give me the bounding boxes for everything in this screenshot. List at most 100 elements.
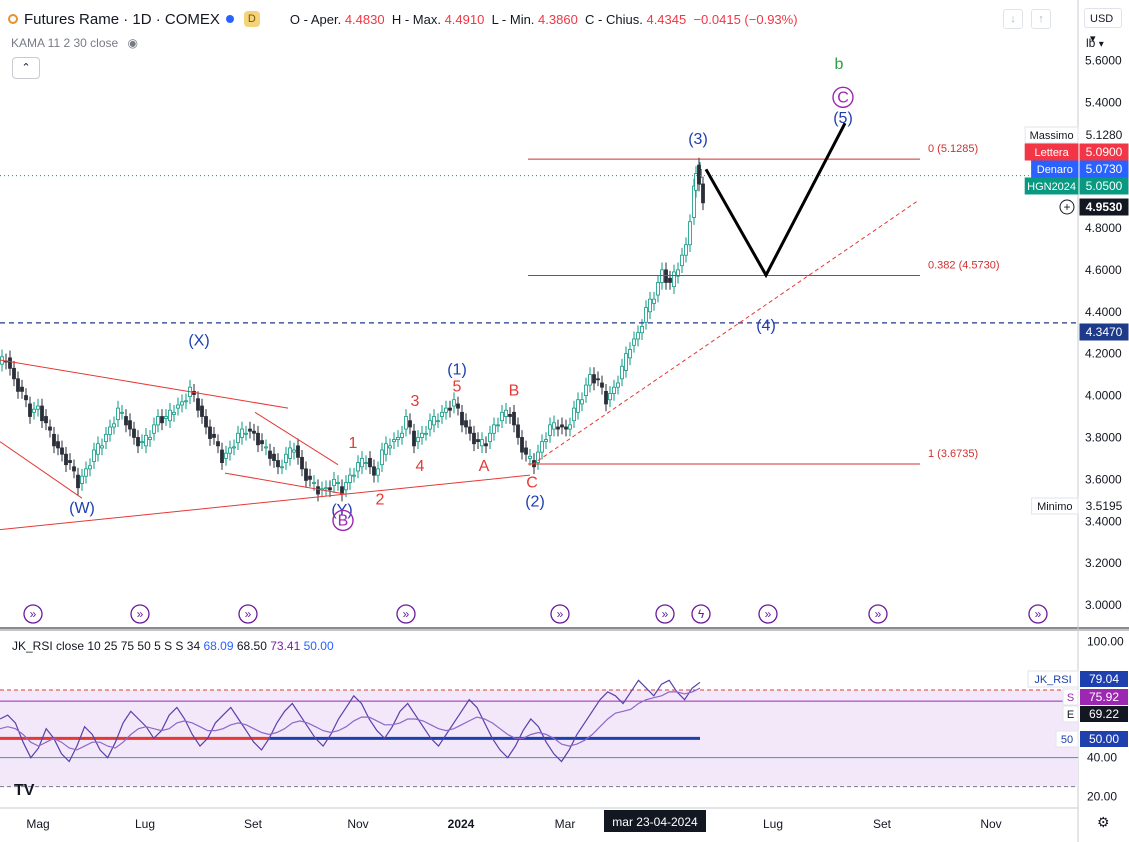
price-label-name: Denaro	[1037, 164, 1073, 176]
price-label: Lettera 5.0900	[1024, 143, 1129, 161]
event-icon: »	[655, 604, 675, 624]
close-value: 4.4345	[646, 11, 687, 27]
candle-body	[272, 453, 276, 461]
candle-body	[204, 416, 208, 428]
price-label-value-bg	[1079, 323, 1129, 341]
fib-level-label: 0.382 (4.5730)	[928, 260, 1000, 272]
candle-body	[36, 405, 40, 410]
event-icon-glyph: »	[30, 607, 37, 621]
delay-badge[interactable]: D	[243, 11, 260, 27]
drawings-group	[0, 122, 919, 531]
collapse-legend-button[interactable]: ⌃	[12, 57, 40, 79]
unit-select[interactable]: lb ▾	[1086, 36, 1104, 50]
event-icon-ring	[130, 604, 150, 624]
rsi-level-name: E	[1067, 709, 1074, 721]
trend-line	[224, 472, 346, 495]
price-label: +4.9530	[1059, 198, 1129, 216]
currency-select[interactable]: USD ▾	[1084, 8, 1122, 45]
kama-indicator-label[interactable]: KAMA 11 2 30 close ◉	[11, 36, 138, 50]
event-icon-glyph: »	[875, 607, 882, 621]
candle-body	[432, 416, 436, 426]
rsi-series-line	[0, 687, 701, 751]
candle-body	[416, 437, 420, 443]
rsi-level-name-bg	[1062, 705, 1079, 723]
candle-body	[480, 439, 484, 447]
chart-header: Futures Rame · 1D · COMEX D O - Aper. 4.…	[8, 8, 798, 30]
close-label: C - Chius.	[585, 11, 643, 27]
rsi-tick-label: 40.00	[1087, 751, 1117, 765]
wave-label: (1)	[447, 362, 467, 379]
price-label-name-bg	[1024, 126, 1079, 144]
candle-body	[72, 466, 76, 472]
candle-body	[620, 365, 624, 380]
candle-body	[240, 428, 244, 438]
event-icon-ring	[691, 604, 711, 624]
candle-body	[68, 460, 72, 463]
candle-body	[652, 298, 656, 304]
trend-line	[254, 411, 339, 466]
settings-gear-icon[interactable]: ⚙	[1097, 814, 1110, 830]
candle-body	[644, 307, 648, 323]
rsi-level-value: 79.04	[1089, 672, 1119, 686]
candle-body	[88, 465, 92, 470]
wave-label: (2)	[525, 494, 545, 511]
arrow-down-icon[interactable]: ↓	[1003, 9, 1023, 29]
price-label-name: Lettera	[1034, 147, 1069, 159]
candle-body	[694, 173, 698, 191]
rsi-level-label: JK_RSI 79.04	[1027, 670, 1128, 688]
price-label-value-bg	[1079, 198, 1129, 216]
rsi-level-name: S	[1067, 692, 1074, 704]
time-tick-label: Lug	[135, 817, 155, 831]
candle-body	[260, 440, 264, 445]
dashed-trend-line	[531, 200, 919, 466]
candle-body	[344, 482, 348, 491]
candle-body	[688, 221, 692, 246]
eye-off-icon[interactable]: ◉	[127, 36, 139, 50]
candle-body	[552, 422, 556, 430]
rsi-legend[interactable]: JK_RSI close 10 25 75 50 5 S S 34 68.09 …	[12, 639, 334, 653]
event-icon: »	[550, 604, 570, 624]
candle-body	[32, 408, 36, 413]
candle-body	[244, 432, 248, 435]
candle-body	[160, 416, 164, 424]
wave-label: 3	[411, 393, 420, 410]
candle-body	[320, 488, 324, 491]
wave-circle	[832, 86, 854, 108]
open-label: O - Aper.	[289, 11, 342, 27]
event-icon-ring	[655, 604, 675, 624]
candle-body	[60, 447, 64, 455]
candle-body	[228, 447, 232, 454]
candle-body	[48, 426, 52, 431]
price-label-name: HGN2024	[1027, 181, 1076, 193]
candle-body	[192, 390, 196, 395]
candle-body	[152, 424, 156, 434]
candle-body	[500, 411, 504, 422]
price-label-value: 5.0500	[1086, 179, 1123, 193]
symbol-title[interactable]: Futures Rame · 1D · COMEX	[24, 10, 220, 28]
time-tick-label: Mar	[555, 817, 576, 831]
candle-body	[276, 460, 280, 468]
event-icon-glyph: »	[245, 607, 252, 621]
candle-body	[116, 407, 120, 421]
rsi-level-value: 50.00	[1089, 732, 1119, 746]
candle-body	[576, 399, 580, 413]
candle-body	[188, 386, 192, 398]
ohlc-values: O - Aper. 4.4830 H - Max. 4.4910 L - Min…	[290, 12, 798, 27]
candle-body	[372, 466, 376, 476]
plus-icon-glyph: +	[1063, 200, 1070, 214]
rsi-level-name: 50	[1061, 734, 1073, 746]
candle-body	[156, 416, 160, 426]
arrow-up-icon[interactable]: ↑	[1031, 9, 1051, 29]
candle-body	[424, 432, 428, 435]
rsi-tick-label: 20.00	[1087, 789, 1117, 803]
event-icon: »	[23, 604, 43, 624]
price-label-name-bg	[1031, 160, 1079, 178]
candle-body	[208, 426, 212, 439]
candle-body	[84, 468, 88, 477]
rsi-level-name: JK_RSI	[1034, 674, 1071, 686]
candle-body	[701, 183, 705, 204]
event-icon-glyph: »	[662, 607, 669, 621]
candle-body	[316, 486, 320, 495]
candle-body	[600, 382, 604, 388]
